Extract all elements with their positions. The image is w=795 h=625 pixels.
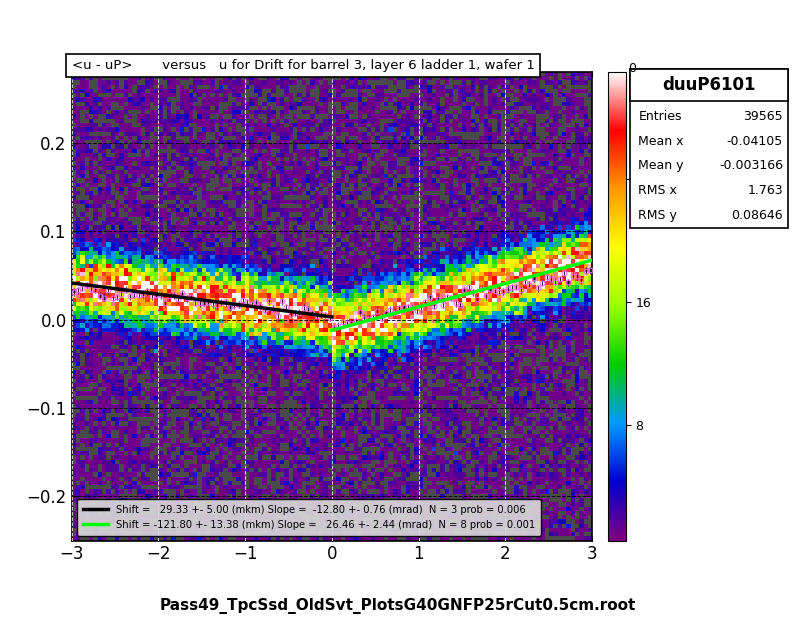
Text: Entries: Entries bbox=[638, 110, 682, 123]
Text: 39565: 39565 bbox=[743, 110, 783, 123]
Text: 0.08646: 0.08646 bbox=[731, 209, 783, 222]
Text: -0.04105: -0.04105 bbox=[727, 135, 783, 148]
Text: 1.763: 1.763 bbox=[747, 184, 783, 197]
Text: Pass49_TpcSsd_OldSvt_PlotsG40GNFP25rCut0.5cm.root: Pass49_TpcSsd_OldSvt_PlotsG40GNFP25rCut0… bbox=[159, 598, 636, 614]
Text: Mean y: Mean y bbox=[638, 159, 684, 172]
Text: RMS x: RMS x bbox=[638, 184, 677, 197]
Text: <u - uP>       versus   u for Drift for barrel 3, layer 6 ladder 1, wafer 1: <u - uP> versus u for Drift for barrel 3… bbox=[72, 59, 534, 72]
Text: 0: 0 bbox=[628, 62, 636, 75]
Text: Mean x: Mean x bbox=[638, 135, 684, 148]
Bar bbox=[630, 69, 788, 101]
Legend: Shift =   29.33 +- 5.00 (mkm) Slope =  -12.80 +- 0.76 (mrad)  N = 3 prob = 0.006: Shift = 29.33 +- 5.00 (mkm) Slope = -12.… bbox=[76, 499, 541, 536]
Text: -0.003166: -0.003166 bbox=[719, 159, 783, 172]
Text: duuP6101: duuP6101 bbox=[662, 76, 756, 94]
Text: RMS y: RMS y bbox=[638, 209, 677, 222]
